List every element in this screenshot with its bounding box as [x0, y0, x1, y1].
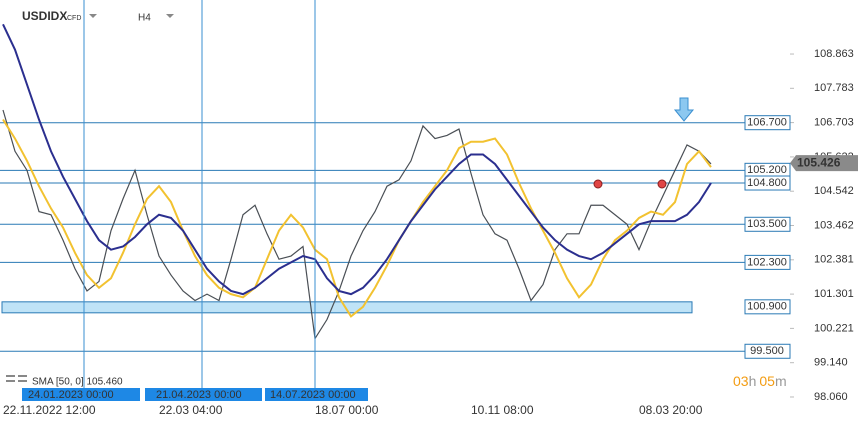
date-marker-box [22, 388, 140, 401]
timer-hours: 03 [733, 373, 749, 389]
dropdown[interactable] [166, 14, 174, 18]
y-tick-label: 103.462 [814, 219, 854, 231]
date-marker: 14.07.2023 00:00 [270, 389, 356, 401]
date-marker-box [145, 388, 262, 401]
level-label-box [744, 299, 791, 315]
signal-dot [593, 179, 603, 189]
down-arrow [673, 97, 695, 122]
level-label-box [744, 216, 791, 232]
y-tick-label: 99.140 [814, 357, 848, 369]
level-label-box [744, 115, 791, 131]
y-tick-label: 102.381 [814, 254, 854, 266]
timer: 03h 05m [733, 373, 787, 389]
y-tick-label: 108.863 [814, 48, 854, 60]
timeframe[interactable]: H4 [138, 13, 151, 24]
level-label: 100.900 [747, 301, 787, 313]
date-marker: 24.01.2023 00:00 [28, 389, 114, 401]
level-label: 102.300 [747, 256, 787, 268]
level-zone [1, 301, 693, 314]
series-line [2, 109, 712, 341]
y-tick-label: 106.703 [814, 117, 854, 129]
timer-unit: h [749, 373, 757, 389]
y-tick-label: 100.221 [814, 322, 854, 334]
timer-unit: m [775, 373, 787, 389]
y-tick-label: 101.301 [814, 288, 854, 300]
signal-dot [657, 179, 667, 189]
x-tick-label: 08.03 20:00 [639, 403, 703, 417]
last-price: 105.426 [797, 155, 841, 169]
x-tick-label: 22.03 04:00 [159, 403, 223, 417]
level-label: 104.800 [747, 177, 787, 189]
level-label: 99.500 [750, 345, 784, 357]
level-label: 106.700 [747, 117, 787, 129]
y-tick-label: 104.542 [814, 185, 854, 197]
x-tick-label: 10.11 08:00 [471, 403, 534, 417]
series-line [2, 23, 712, 296]
level-label: 103.500 [747, 218, 787, 230]
x-tick-label: 18.07 00:00 [315, 403, 379, 417]
level-label-box [744, 343, 791, 359]
plot-area [0, 23, 745, 352]
series-line [2, 118, 712, 318]
date-markers: 24.01.2023 00:00 21.04.2023 00:00 14.07.… [22, 388, 368, 401]
dropdown[interactable] [89, 14, 97, 18]
level-label: 105.200 [747, 164, 787, 176]
y-axis-bg [790, 0, 859, 427]
indicator-text: SMA [50, 0] 105.460 [32, 377, 123, 388]
last-price-box [790, 155, 858, 172]
x-tick-label: 22.11.2022 12:00 [3, 403, 96, 417]
timer-minutes: 05 [759, 373, 775, 389]
x-axis-bg [0, 401, 859, 427]
y-tick-label: 98.060 [814, 391, 848, 403]
symbol: USDIDX [22, 9, 67, 23]
date-marker: 21.04.2023 00:00 [156, 389, 242, 401]
level-label-box [744, 254, 791, 270]
level-label-box [744, 175, 791, 191]
indicator-icon [6, 375, 27, 382]
date-marker-box [265, 388, 368, 401]
instrument-kind: CFD [67, 15, 81, 22]
y-tick-label: 107.783 [814, 82, 854, 94]
